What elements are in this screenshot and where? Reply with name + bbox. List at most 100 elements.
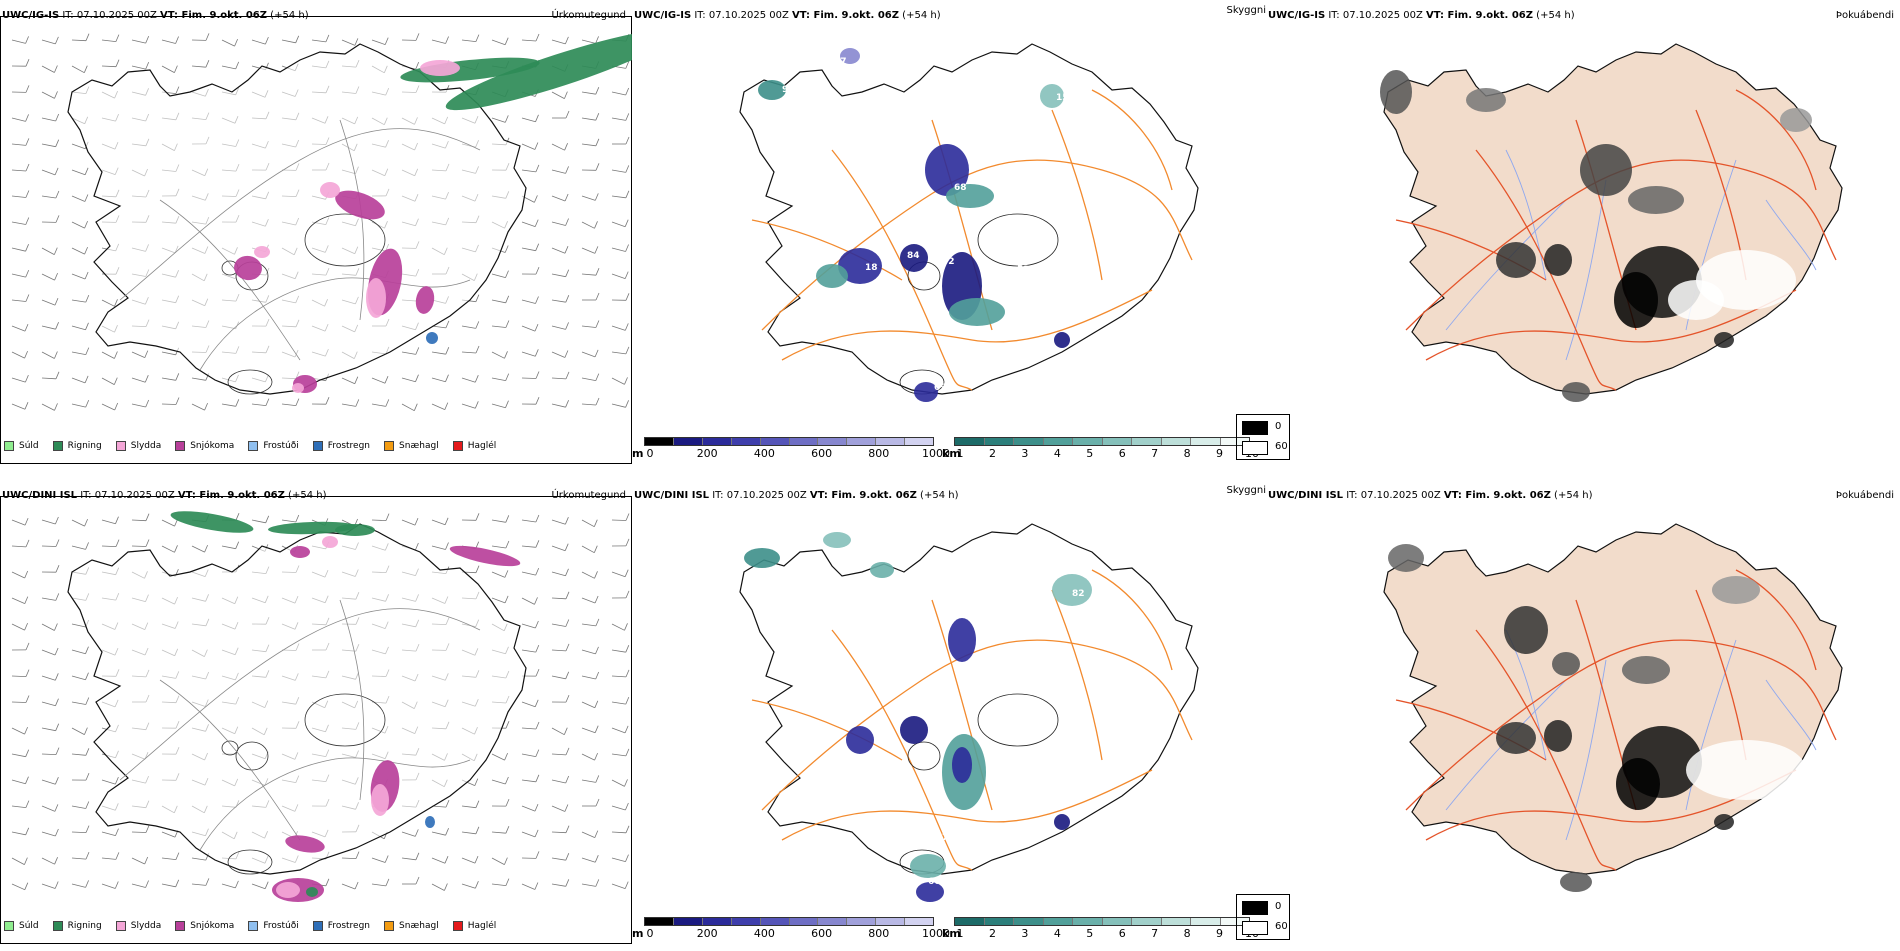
colorbar-tick: 0	[647, 927, 654, 940]
cloud-base-label: 17	[834, 57, 847, 67]
wind-barb-feather	[625, 377, 628, 384]
wind-barb-feather	[566, 219, 569, 226]
wind-barb-feather	[414, 404, 417, 411]
wind-barb-feather	[536, 267, 539, 274]
wind-barb	[132, 66, 146, 69]
legend-item: Slydda	[116, 441, 161, 451]
wind-barb-feather	[626, 88, 629, 95]
wind-barb	[522, 222, 535, 227]
colorbar-tick: 800	[868, 447, 889, 460]
wind-barb-feather	[116, 60, 119, 67]
wind-barb	[552, 92, 564, 99]
wind-barb	[132, 858, 145, 864]
wind-barb	[162, 378, 176, 380]
valid-label: VT:	[178, 490, 196, 501]
cloud-base-label: 17	[960, 665, 973, 675]
wind-barb-feather	[536, 540, 539, 547]
colorbar-bin	[645, 918, 674, 925]
wind-barb-feather	[595, 221, 598, 228]
wind-barb	[42, 118, 56, 121]
wind-barb-feather	[446, 321, 449, 328]
valid-time: Fim. 9.okt. 06Z	[828, 490, 917, 501]
wind-barb	[162, 40, 176, 44]
wind-barb	[522, 248, 536, 251]
wind-barb	[72, 352, 86, 355]
wind-barb-feather	[475, 779, 478, 786]
legend-item: Frostregn	[313, 921, 370, 931]
wind-barb	[102, 352, 114, 359]
wind-barb	[612, 222, 625, 227]
wind-barb-feather	[566, 620, 569, 627]
legend-swatch	[453, 921, 463, 931]
wind-barb-feather	[625, 803, 628, 810]
wind-barb-feather	[476, 321, 479, 328]
wind-barb	[582, 274, 596, 275]
fog-area	[1544, 720, 1572, 752]
wind-barb-feather	[595, 831, 598, 838]
wind-barb	[12, 546, 26, 547]
visibility-colorbar: km12345678910	[942, 437, 1260, 471]
wind-barb-feather	[116, 517, 119, 524]
wind-barb	[42, 806, 55, 811]
wind-barb	[12, 144, 26, 145]
colorbar-bin	[703, 438, 732, 445]
colorbar-bin	[1103, 438, 1133, 445]
wind-barb	[72, 624, 86, 627]
wind-barb	[462, 326, 476, 328]
wind-barb-feather	[416, 33, 419, 40]
wind-barb-feather	[86, 348, 89, 355]
wind-barb	[552, 196, 565, 201]
wind-barb-feather	[55, 857, 58, 864]
wind-barb-feather	[145, 857, 148, 864]
wind-barb	[552, 300, 566, 302]
wind-barb-feather	[625, 623, 628, 630]
wind-barb	[582, 598, 595, 603]
wind-barb	[432, 40, 446, 44]
wind-barb-feather	[596, 672, 599, 679]
wind-barb-feather	[176, 87, 179, 94]
legend-item: Rigning	[53, 921, 102, 931]
wind-barb	[162, 858, 176, 860]
wind-barb-feather	[536, 115, 539, 122]
valid-time: Fim. 9.okt. 06Z	[1444, 10, 1533, 21]
wind-barb-feather	[416, 375, 419, 382]
wind-barb-feather	[26, 218, 29, 225]
fog-area	[1628, 186, 1684, 214]
colorbar-bin	[645, 438, 674, 445]
wind-barb-feather	[55, 168, 58, 175]
wind-barb-feather	[565, 143, 568, 150]
cloud-base-label: 18	[865, 263, 878, 273]
legend-item: Snæhagl	[384, 441, 439, 451]
wind-barb	[582, 780, 596, 782]
model-name: UWC/DINI ISL	[1268, 490, 1343, 501]
wind-barb	[582, 404, 596, 405]
wind-barb-feather	[266, 399, 269, 406]
wind-barb	[522, 378, 536, 379]
legend-swatch	[4, 921, 14, 931]
wind-barb-feather	[536, 515, 539, 522]
wind-barb	[12, 754, 26, 757]
wind-barb-feather	[86, 673, 89, 680]
wind-barb-feather	[56, 724, 59, 731]
legend-item: Frostúði	[248, 921, 298, 931]
wind-barb-feather	[565, 351, 568, 358]
colorbar-bin	[985, 918, 1015, 925]
wind-barb-feather	[176, 880, 179, 887]
legend-item: Frostúði	[248, 441, 298, 451]
wind-barb	[72, 144, 85, 149]
wind-barb-feather	[355, 38, 358, 45]
colorbar-bin	[876, 438, 905, 445]
wind-barb	[222, 884, 235, 888]
wind-barb-feather	[86, 542, 89, 549]
wind-barb	[12, 326, 25, 331]
wind-barb-feather	[176, 373, 179, 380]
wind-barb-feather	[596, 293, 599, 300]
wind-barb	[612, 728, 625, 733]
low-visibility-area	[823, 532, 851, 548]
wind-barb-feather	[625, 570, 628, 577]
wind-barb	[72, 326, 86, 330]
wind-barb	[492, 352, 505, 358]
model-name: UWC/DINI ISL	[634, 490, 709, 501]
fog-panel-igis: UWC/IG-IS IT: 07.10.2025 00Z VT: Fim. 9.…	[1266, 0, 1900, 466]
fog-area	[1380, 70, 1412, 114]
